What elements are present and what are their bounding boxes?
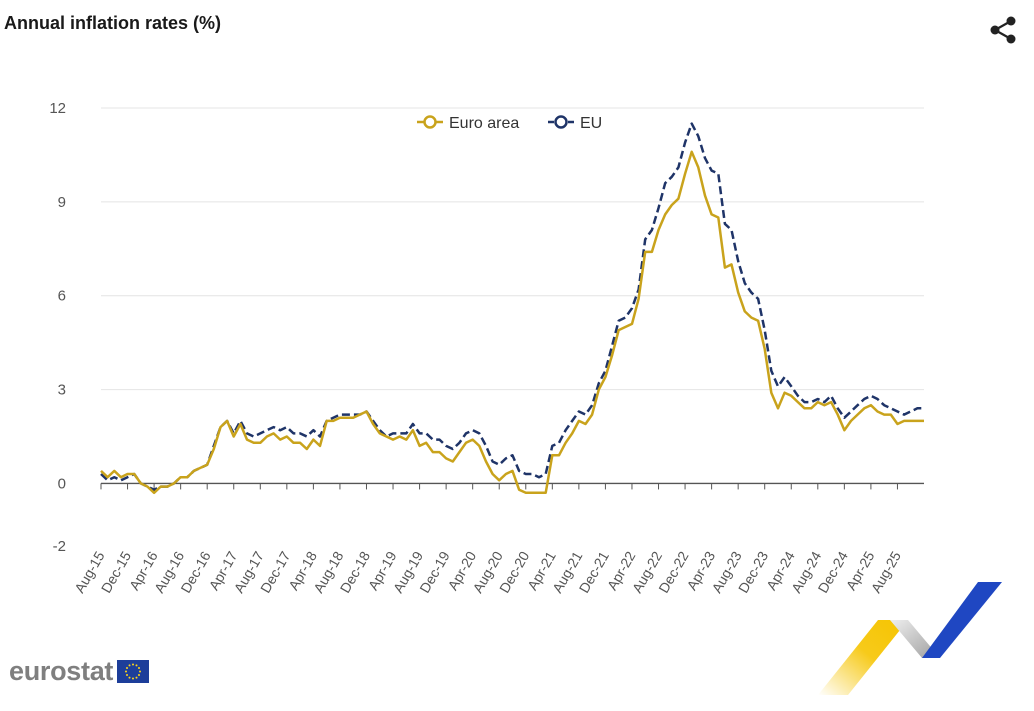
y-tick-label: 12: [49, 100, 66, 117]
legend-item-eu[interactable]: EU: [548, 115, 602, 132]
series-line-eu[interactable]: [100, 122, 924, 491]
legend-marker: [423, 115, 437, 129]
legend-label: Euro area: [449, 115, 519, 132]
y-tick-label: 3: [58, 382, 66, 399]
legend: Euro area EU: [417, 115, 602, 132]
y-axis-tick-labels: -2 0 3 6 9 12: [49, 100, 66, 555]
legend-item-euro-area[interactable]: Euro area: [417, 115, 519, 132]
chart-title: Annual inflation rates (%): [4, 13, 222, 33]
x-axis: Aug-15Dec-15Apr-16Aug-16Dec-16Apr-17Aug-…: [71, 482, 924, 596]
legend-label: EU: [580, 115, 602, 132]
grid-lines: [101, 107, 924, 391]
y-tick-label: 6: [58, 288, 66, 305]
eurostat-logo[interactable]: eurostat: [9, 656, 150, 687]
y-tick-label: 9: [58, 194, 66, 211]
legend-marker: [554, 115, 568, 129]
share-icon[interactable]: [988, 16, 1018, 44]
series-lines: [100, 122, 924, 495]
eu-flag-icon: [117, 660, 150, 683]
y-tick-label: -2: [53, 538, 66, 555]
y-tick-label: 0: [58, 475, 66, 492]
brand-text: eurostat: [9, 656, 114, 686]
series-line-euro-area[interactable]: [100, 150, 924, 495]
ribbon-decoration: [818, 582, 1002, 695]
